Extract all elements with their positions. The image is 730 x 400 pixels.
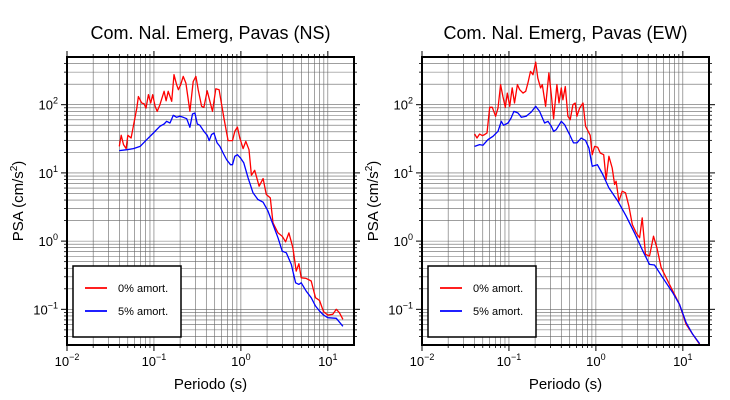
x-tick-label: 10−2 [55, 352, 80, 369]
y-label-end: ) [10, 161, 27, 166]
tick-base: 10 [142, 354, 156, 369]
tick-exponent: 1 [688, 352, 693, 362]
y-tick-label: 101 [394, 164, 413, 181]
legend-label: 0% amort. [473, 283, 523, 295]
tick-exponent: −1 [511, 352, 521, 362]
y-tick-label: 100 [394, 232, 413, 249]
tick-exponent: 1 [333, 352, 338, 362]
tick-exponent: −2 [424, 352, 434, 362]
chart-title: Com. Nal. Emerg, Pavas (EW) [443, 23, 687, 43]
x-axis-label: Periodo (s) [529, 376, 602, 393]
tick-exponent: 0 [246, 352, 251, 362]
y-tick-label: 10−1 [388, 300, 413, 317]
y-label-end: ) [365, 161, 382, 166]
legend-label: 0% amort. [118, 283, 168, 295]
y-tick-label: 10−1 [33, 300, 58, 317]
tick-base: 10 [39, 98, 53, 113]
tick-base: 10 [586, 354, 600, 369]
tick-exponent: 1 [53, 164, 58, 174]
chart-title: Com. Nal. Emerg, Pavas (NS) [90, 23, 330, 43]
plot-frame [66, 56, 355, 346]
tick-exponent: 2 [53, 96, 58, 106]
y-tick-label: 102 [394, 96, 413, 113]
tick-exponent: 2 [408, 96, 413, 106]
y-tick-label: 102 [39, 96, 58, 113]
tick-base: 10 [497, 354, 511, 369]
tick-base: 10 [394, 98, 408, 113]
legend-label: 5% amort. [118, 306, 168, 318]
series-line-0pct [118, 74, 344, 320]
y-label-main: PSA (cm/s [365, 171, 382, 241]
x-tick-label: 101 [318, 352, 337, 369]
series-line-5pct [119, 112, 344, 327]
y-axis-label: PSA (cm/s2) [364, 161, 382, 242]
legend-box [427, 265, 537, 338]
tick-exponent: 0 [408, 232, 413, 242]
x-tick-label: 10−2 [410, 352, 435, 369]
tick-base: 10 [318, 354, 332, 369]
x-tick-label: 100 [586, 352, 605, 369]
grid [67, 57, 354, 345]
tick-base: 10 [33, 302, 47, 317]
y-axis-label: PSA (cm/s2) [9, 161, 27, 242]
tick-base: 10 [39, 234, 53, 249]
x-tick-label: 10−1 [142, 352, 167, 369]
series-line-5pct [474, 105, 701, 344]
tick-exponent: −1 [403, 300, 413, 310]
y-tick-label: 100 [39, 232, 58, 249]
tick-exponent: −1 [48, 300, 58, 310]
x-axis-label: Periodo (s) [174, 376, 247, 393]
legend-label: 5% amort. [473, 306, 523, 318]
tick-base: 10 [39, 166, 53, 181]
tick-exponent: −2 [69, 352, 79, 362]
plot-frame [421, 56, 710, 346]
tick-exponent: 0 [601, 352, 606, 362]
legend: 0% amort. 5% amort. [427, 265, 537, 338]
tick-base: 10 [231, 354, 245, 369]
tick-base: 10 [55, 354, 69, 369]
legend-box [72, 265, 182, 338]
legend: 0% amort. 5% amort. [72, 265, 182, 338]
y-label-main: PSA (cm/s [10, 171, 27, 241]
tick-exponent: 1 [408, 164, 413, 174]
tick-base: 10 [394, 234, 408, 249]
tick-exponent: 0 [53, 232, 58, 242]
x-tick-label: 101 [673, 352, 692, 369]
tick-base: 10 [410, 354, 424, 369]
series-line-0pct [474, 61, 701, 345]
grid [422, 57, 709, 345]
tick-base: 10 [394, 166, 408, 181]
x-tick-label: 10−1 [497, 352, 522, 369]
x-tick-label: 100 [231, 352, 250, 369]
y-label-sup: 2 [364, 165, 375, 171]
tick-exponent: −1 [156, 352, 166, 362]
tick-base: 10 [388, 302, 402, 317]
y-tick-label: 101 [39, 164, 58, 181]
tick-base: 10 [673, 354, 687, 369]
y-label-sup: 2 [9, 165, 20, 171]
